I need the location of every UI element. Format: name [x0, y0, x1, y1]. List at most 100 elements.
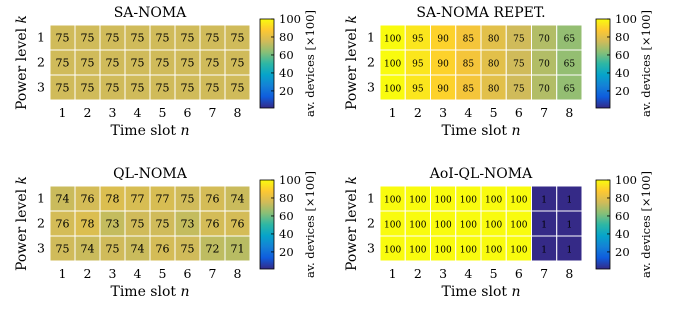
- heatmap-cell: [224, 185, 251, 212]
- cell-value-label: 1: [541, 196, 547, 206]
- cell-value-label: 74: [56, 193, 70, 206]
- x-tick-label: 6: [184, 105, 192, 120]
- heatmap-cell: [49, 235, 76, 262]
- cell-value-label: 95: [412, 85, 424, 95]
- colorbar-label: av. devices [×100]: [303, 10, 317, 117]
- cell-value-label: 100: [485, 221, 502, 231]
- heatmap-cell: [99, 210, 126, 237]
- cell-value-label: 80: [488, 60, 500, 70]
- heatmap-cell: [174, 210, 201, 237]
- cell-value-label: 1: [567, 196, 573, 206]
- cell-value-label: 75: [156, 57, 170, 70]
- heatmap-cell: [124, 185, 151, 212]
- cell-value-label: 100: [460, 196, 477, 206]
- x-tick-label: 8: [565, 105, 573, 120]
- heatmap-cell: [199, 235, 226, 262]
- cell-value-label: 100: [485, 196, 502, 206]
- heatmap-cell: [199, 210, 226, 237]
- x-axis-label: Time slot n: [441, 284, 520, 300]
- cell-value-label: 65: [564, 60, 576, 70]
- colorbar-label: av. devices [×100]: [639, 10, 653, 117]
- colorbar-label: av. devices [×100]: [639, 171, 653, 278]
- x-tick-label: 6: [515, 105, 523, 120]
- heatmap-cell: [49, 74, 76, 101]
- x-tick-label: 7: [540, 266, 548, 281]
- colorbar-label: av. devices [×100]: [303, 171, 317, 278]
- cell-value-label: 75: [56, 82, 70, 95]
- heatmap-cell: [74, 49, 101, 76]
- heatmap-cell: [149, 74, 176, 101]
- heatmap-cell: [49, 185, 76, 212]
- cell-value-label: 65: [564, 35, 576, 45]
- cell-value-label: 1: [567, 246, 573, 256]
- heatmap-cell: [224, 74, 251, 101]
- heatmap-cell: [480, 24, 507, 51]
- cell-value-label: 75: [231, 82, 245, 95]
- x-axis-label: Time slot n: [110, 284, 189, 300]
- x-tick-label: 4: [134, 105, 142, 120]
- x-tick-label: 3: [439, 105, 447, 120]
- cell-value-label: 76: [156, 243, 170, 256]
- heatmap-cell: [480, 235, 507, 262]
- cell-value-label: 75: [181, 243, 195, 256]
- y-axis-label: Power level k: [344, 15, 360, 110]
- colorbar-tick-label: 60: [615, 209, 630, 223]
- cell-value-label: 100: [460, 221, 477, 231]
- cell-value-label: 95: [412, 35, 424, 45]
- colorbar-tick-label: 100: [279, 173, 301, 187]
- cell-value-label: 100: [460, 246, 477, 256]
- cell-value-label: 72: [206, 243, 220, 256]
- y-tick-label: 1: [367, 191, 375, 206]
- x-tick-label: 7: [209, 105, 217, 120]
- heatmap-cell: [556, 74, 583, 101]
- x-tick-label: 1: [389, 105, 397, 120]
- heatmap-cell: [455, 210, 482, 237]
- cell-value-label: 75: [181, 193, 195, 206]
- x-tick-label: 3: [439, 266, 447, 281]
- colorbar: [595, 179, 611, 270]
- cell-value-label: 75: [131, 32, 145, 45]
- colorbar-tick-label: 80: [279, 191, 294, 205]
- cell-value-label: 85: [463, 35, 475, 45]
- y-tick-label: 3: [367, 80, 375, 95]
- cell-value-label: 76: [206, 193, 220, 206]
- heatmap-cell: [455, 24, 482, 51]
- heatmap-cell: [174, 74, 201, 101]
- heatmap-cell: [224, 210, 251, 237]
- cell-value-label: 74: [81, 243, 95, 256]
- chart-title: QL-NOMA: [113, 166, 188, 182]
- heatmap-cell: [99, 185, 126, 212]
- heatmap-cell: [404, 74, 431, 101]
- cell-value-label: 85: [463, 60, 475, 70]
- cell-value-label: 100: [384, 85, 401, 95]
- cell-value-label: 70: [538, 35, 550, 45]
- x-axis-label: Time slot n: [441, 123, 520, 139]
- cell-value-label: 77: [156, 193, 170, 206]
- cell-value-label: 78: [81, 218, 95, 231]
- cell-value-label: 100: [435, 196, 452, 206]
- x-tick-label: 1: [389, 266, 397, 281]
- heatmap-cell: [199, 185, 226, 212]
- x-tick-label: 3: [109, 266, 117, 281]
- heatmap-cell: [124, 49, 151, 76]
- x-tick-label: 7: [540, 105, 548, 120]
- heatmap-cell: [531, 185, 558, 212]
- cell-value-label: 70: [538, 60, 550, 70]
- chart-title: SA-NOMA REPET.: [416, 5, 545, 21]
- cell-value-label: 75: [513, 35, 525, 45]
- cell-value-label: 76: [206, 218, 220, 231]
- cell-value-label: 75: [181, 57, 195, 70]
- heatmap-cell: [124, 235, 151, 262]
- heatmap-cell: [505, 24, 532, 51]
- colorbar: [595, 18, 611, 109]
- heatmap-cell: [556, 49, 583, 76]
- heatmap-cell: [99, 74, 126, 101]
- cell-value-label: 90: [437, 35, 449, 45]
- x-tick-label: 4: [464, 266, 472, 281]
- cell-value-label: 75: [131, 57, 145, 70]
- cell-value-label: 75: [206, 32, 220, 45]
- cell-value-label: 75: [131, 218, 145, 231]
- y-axis-label: Power level k: [14, 176, 30, 271]
- x-tick-label: 2: [414, 105, 422, 120]
